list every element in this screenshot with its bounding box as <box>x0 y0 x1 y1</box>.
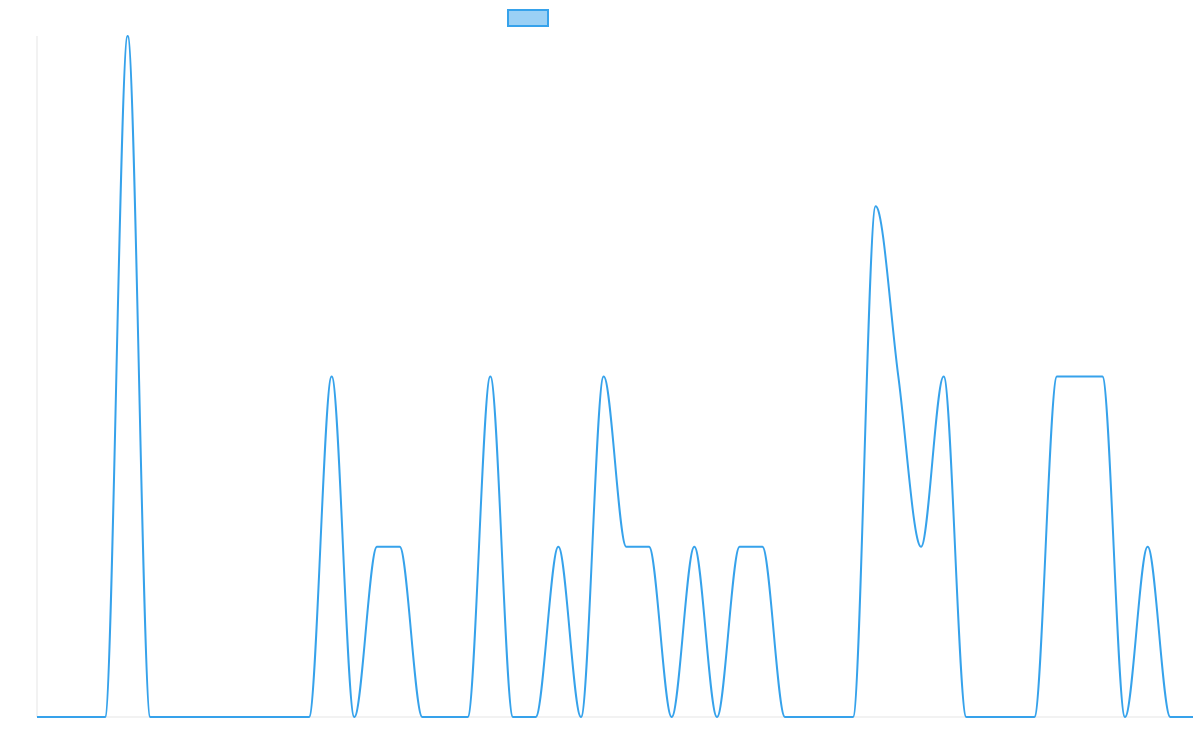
data-point[interactable] <box>533 714 539 720</box>
data-point[interactable] <box>986 714 992 720</box>
data-point[interactable] <box>601 374 607 380</box>
data-point[interactable] <box>102 714 108 720</box>
data-point[interactable] <box>487 374 493 380</box>
data-point[interactable] <box>215 714 221 720</box>
data-point[interactable] <box>57 714 63 720</box>
data-point[interactable] <box>941 374 947 380</box>
data-point[interactable] <box>759 544 765 550</box>
data-point[interactable] <box>918 544 924 550</box>
data-point[interactable] <box>442 714 448 720</box>
data-point[interactable] <box>283 714 289 720</box>
data-point[interactable] <box>895 374 901 380</box>
data-point[interactable] <box>1054 374 1060 380</box>
data-point[interactable] <box>827 714 833 720</box>
data-point[interactable] <box>193 714 199 720</box>
data-point[interactable] <box>669 714 675 720</box>
data-point[interactable] <box>1031 714 1037 720</box>
data-point[interactable] <box>646 544 652 550</box>
data-point[interactable] <box>1077 374 1083 380</box>
data-point[interactable] <box>1167 714 1173 720</box>
data-point[interactable] <box>419 714 425 720</box>
data-point[interactable] <box>1145 544 1151 550</box>
data-point[interactable] <box>714 714 720 720</box>
data-point[interactable] <box>329 374 335 380</box>
series-line-0 <box>36 35 1193 719</box>
data-point[interactable] <box>510 714 516 720</box>
data-point[interactable] <box>691 544 697 550</box>
data-point[interactable] <box>351 714 357 720</box>
data-point[interactable] <box>147 714 153 720</box>
data-point[interactable] <box>623 544 629 550</box>
data-point[interactable] <box>555 544 561 550</box>
data-point[interactable] <box>125 33 131 39</box>
data-point[interactable] <box>465 714 471 720</box>
data-point[interactable] <box>261 714 267 720</box>
series-layer <box>34 33 1196 720</box>
data-point[interactable] <box>170 714 176 720</box>
data-point[interactable] <box>737 544 743 550</box>
data-point[interactable] <box>34 714 40 720</box>
data-point[interactable] <box>1009 714 1015 720</box>
data-point[interactable] <box>238 714 244 720</box>
data-point[interactable] <box>782 714 788 720</box>
data-point[interactable] <box>1122 714 1128 720</box>
data-point[interactable] <box>850 714 856 720</box>
legend-swatch[interactable] <box>507 9 549 27</box>
data-point[interactable] <box>578 714 584 720</box>
data-point[interactable] <box>79 714 85 720</box>
data-point[interactable] <box>1190 714 1196 720</box>
data-point[interactable] <box>805 714 811 720</box>
data-point[interactable] <box>374 544 380 550</box>
data-point[interactable] <box>397 544 403 550</box>
data-point[interactable] <box>1099 374 1105 380</box>
data-point[interactable] <box>873 203 879 209</box>
data-point[interactable] <box>963 714 969 720</box>
data-point[interactable] <box>306 714 312 720</box>
